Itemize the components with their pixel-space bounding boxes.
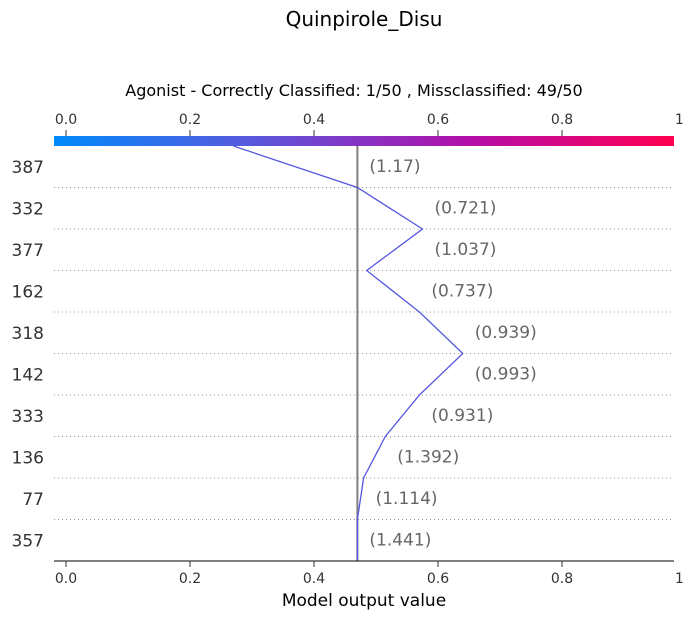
top-tick-label: 0.6	[427, 112, 449, 128]
feature-labels: 387 332 377 162 318 142 333 136 77 357	[12, 158, 44, 552]
bottom-tick-label: 0.2	[179, 571, 201, 587]
feature-value-label: (1.114)	[376, 489, 438, 509]
bottom-tick-label: 0.4	[303, 571, 325, 587]
top-tick-label: 1.0	[675, 112, 684, 128]
feature-value-label: (1.17)	[369, 157, 420, 177]
bottom-tick-label: 1.0	[675, 571, 684, 587]
chart-title: Quinpirole_Disu	[286, 7, 443, 31]
top-axis: 0.0 0.2 0.4 0.6 0.8 1.0	[55, 112, 684, 136]
x-axis-label: Model output value	[282, 591, 446, 611]
bottom-tick-label: 0.8	[551, 571, 573, 587]
feature-value-label: (0.931)	[431, 406, 493, 426]
feature-value-label: (0.993)	[475, 364, 537, 384]
top-tick-label: 0.2	[179, 112, 201, 128]
feature-label: 318	[12, 324, 44, 344]
feature-label: 377	[12, 241, 44, 261]
feature-value-label: (0.721)	[435, 198, 497, 218]
feature-label: 332	[12, 199, 44, 219]
feature-label: 387	[12, 158, 44, 178]
feature-value-label: (0.939)	[475, 323, 537, 343]
feature-value-label: (0.737)	[431, 281, 493, 301]
grid-lines	[54, 187, 674, 520]
bottom-axis: 0.0 0.2 0.4 0.6 0.8 1.0	[55, 561, 684, 587]
bottom-tick-label: 0.6	[427, 571, 449, 587]
feature-label: 142	[12, 365, 44, 385]
feature-label: 333	[12, 407, 44, 427]
feature-value-label: (1.037)	[435, 240, 497, 260]
feature-label: 136	[12, 448, 44, 468]
decision-path-line	[233, 145, 464, 561]
feature-label: 77	[22, 490, 44, 510]
feature-value-label: (1.392)	[397, 447, 459, 467]
colorbar	[54, 136, 674, 146]
feature-value-label: (1.441)	[369, 530, 431, 550]
value-labels: (1.17) (0.721) (1.037) (0.737) (0.939) (0.993…	[369, 157, 536, 551]
top-tick-label: 0.0	[55, 112, 77, 128]
feature-label: 357	[12, 531, 44, 551]
top-tick-label: 0.8	[551, 112, 573, 128]
chart-subtitle: Agonist - Correctly Classified: 1/50 , M…	[125, 81, 582, 100]
bottom-tick-label: 0.0	[55, 571, 77, 587]
feature-label: 162	[12, 282, 44, 302]
top-tick-label: 0.4	[303, 112, 325, 128]
